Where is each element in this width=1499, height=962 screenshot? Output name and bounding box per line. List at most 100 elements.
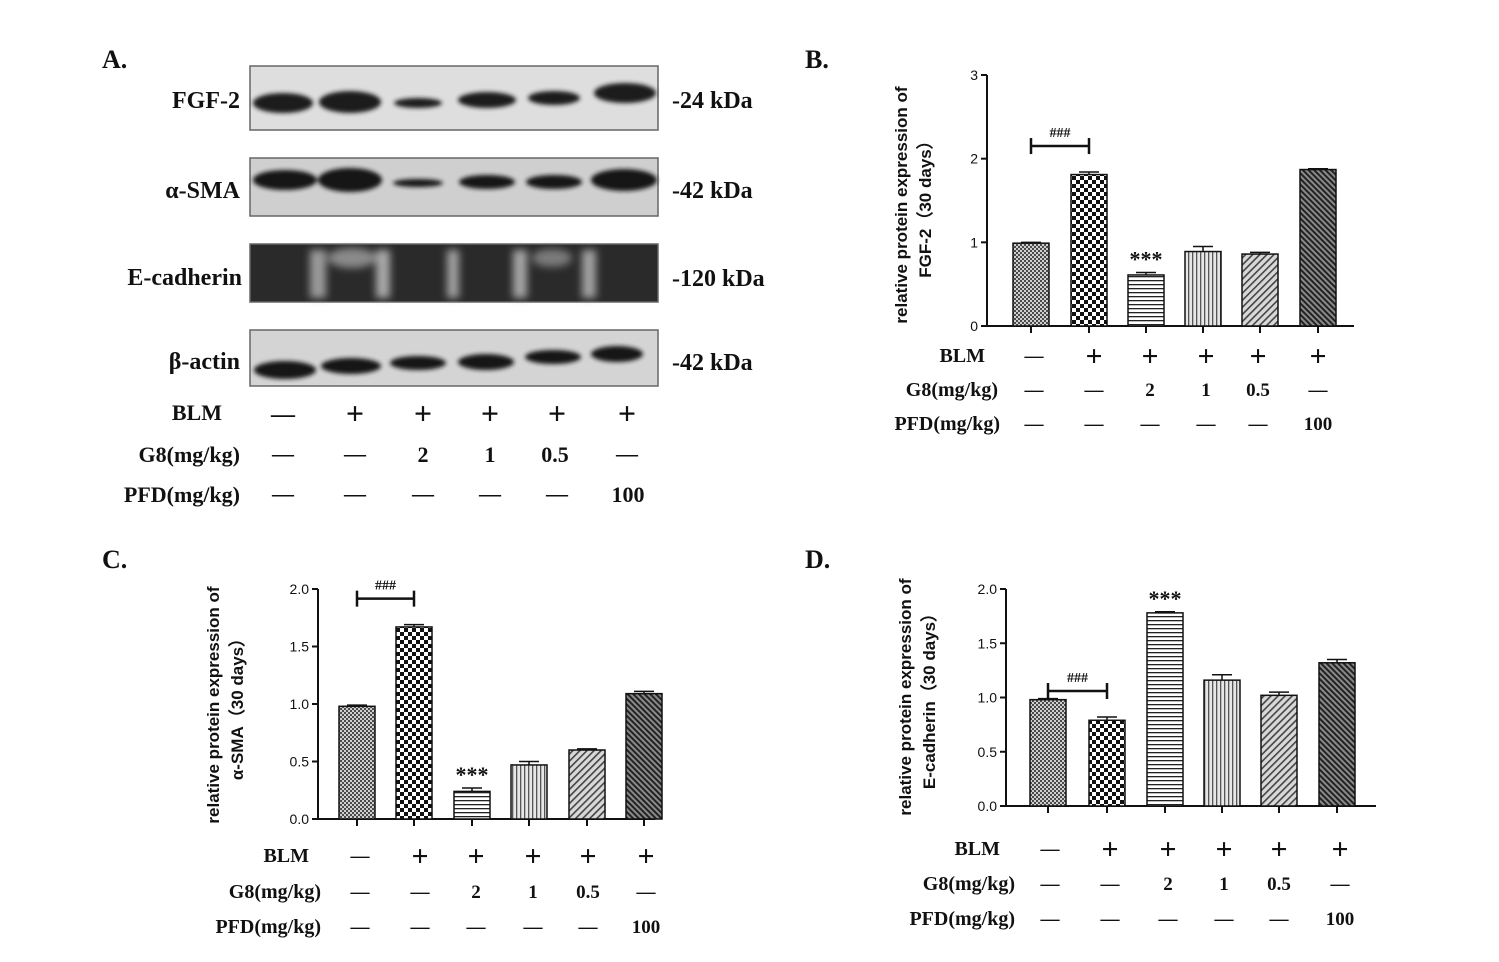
- row-label: G8(mg/kg): [229, 881, 321, 903]
- blot-label-bactin: β-actin: [169, 349, 240, 375]
- condition-cell: 2: [1163, 874, 1173, 895]
- chart-panel-2: C. 0.0 0.5 1.0 1.5 2.0 relative protein expres…: [102, 545, 663, 938]
- blot-label-ecadherin: E-cadherin: [127, 265, 242, 291]
- bar: [1127, 274, 1165, 327]
- bar: [1260, 694, 1298, 807]
- bar: [510, 764, 548, 820]
- condition-cell: —: [1100, 874, 1121, 895]
- blot-image-bactin: [249, 329, 659, 387]
- blot-asma: α-SMA -42 kDa: [165, 157, 753, 217]
- condition-cell: —: [523, 917, 544, 938]
- y-axis-label: relative protein expression of: [892, 86, 911, 323]
- y-tick-label: 0.0: [290, 811, 310, 827]
- row-label-g8: G8(mg/kg): [139, 442, 240, 467]
- band-gap: [328, 248, 376, 268]
- y-axis-label: FGF-2（30 days）: [915, 132, 935, 278]
- row-label-pfd: PFD(mg/kg): [124, 482, 240, 507]
- bar: [1146, 612, 1184, 807]
- significance-label: ***: [1149, 586, 1182, 611]
- condition-cell: +: [1159, 833, 1176, 866]
- y-axis-label: relative protein expression of: [896, 578, 915, 815]
- condition-cell: —: [1269, 909, 1290, 930]
- y-tick-label: 0.5: [290, 754, 310, 770]
- significance-label: ###: [1050, 126, 1071, 141]
- y-tick-label: 3: [970, 67, 978, 83]
- bar: [1070, 173, 1108, 327]
- cell-blm: +: [414, 395, 432, 431]
- condition-cell: —: [1084, 414, 1105, 435]
- condition-cell: +: [1141, 340, 1158, 373]
- significance-label: ###: [375, 579, 396, 594]
- cell-pfd: —: [343, 481, 367, 506]
- condition-cell: +: [1101, 833, 1118, 866]
- chart-panel-1: B. 0 1 2 3 relative protein expression of FGF-…: [805, 45, 1354, 435]
- y-tick-label: 1: [970, 234, 978, 250]
- condition-cell: +: [1197, 340, 1214, 373]
- condition-cell: 1: [1219, 874, 1229, 895]
- condition-cell: —: [1308, 380, 1329, 401]
- blot-label-asma: α-SMA: [165, 178, 240, 204]
- row-label: PFD(mg/kg): [894, 413, 1000, 435]
- cell-g8: 1: [485, 442, 496, 467]
- chart-panel-3: D. 0.0 0.5 1.0 1.5 2.0 relative protein expres…: [805, 545, 1376, 930]
- bar: [1012, 242, 1050, 327]
- y-tick-label: 2.0: [290, 581, 310, 597]
- row-label: PFD(mg/kg): [909, 908, 1015, 930]
- cell-g8: —: [271, 441, 295, 466]
- condition-cell: +: [467, 840, 484, 873]
- band: [254, 361, 316, 379]
- cell-pfd: —: [411, 481, 435, 506]
- y-tick-label: 2.0: [978, 581, 998, 597]
- y-tick-label: 1.5: [978, 635, 998, 651]
- condition-cell: 0.5: [1246, 380, 1270, 401]
- panel-a: A. FGF-2 -24 kDa α-SMA: [102, 45, 765, 507]
- y-tick-label: 0.0: [978, 798, 998, 814]
- band: [458, 354, 514, 370]
- condition-cell: +: [637, 840, 654, 873]
- bar: [1241, 253, 1279, 327]
- band: [525, 350, 581, 364]
- bar: [1029, 698, 1067, 807]
- band-gap: [582, 250, 596, 298]
- band-gap: [532, 249, 572, 267]
- condition-cell: —: [1024, 380, 1045, 401]
- y-tick-label: 0.5: [978, 744, 998, 760]
- bar: [453, 790, 491, 820]
- row-label: BLM: [939, 345, 985, 367]
- band-gap: [310, 250, 326, 298]
- cell-pfd: —: [271, 481, 295, 506]
- condition-cell: —: [578, 917, 599, 938]
- condition-cell: —: [410, 882, 431, 903]
- condition-cell: —: [410, 917, 431, 938]
- cell-g8: 0.5: [541, 442, 569, 467]
- cell-g8: —: [343, 441, 367, 466]
- y-tick-label: 0: [970, 318, 978, 334]
- row-label: G8(mg/kg): [906, 379, 998, 401]
- condition-cell: —: [1024, 346, 1045, 367]
- condition-cell: —: [636, 882, 657, 903]
- y-tick-label: 2: [970, 151, 978, 167]
- condition-cell: —: [1040, 909, 1061, 930]
- row-label: BLM: [263, 845, 309, 867]
- condition-cell: —: [1140, 414, 1161, 435]
- bar: [1184, 250, 1222, 327]
- bar: [395, 626, 433, 820]
- bar: [1318, 662, 1356, 807]
- band: [390, 356, 446, 370]
- condition-cell: +: [1331, 833, 1348, 866]
- condition-cell: —: [350, 917, 371, 938]
- blot-size-fgf2: -24 kDa: [672, 88, 753, 114]
- condition-cell: 100: [1326, 909, 1355, 930]
- band-gap: [447, 250, 459, 298]
- bar: [1299, 168, 1337, 327]
- blot-fgf2: FGF-2 -24 kDa: [172, 65, 753, 131]
- condition-table-a: BLM G8(mg/kg) PFD(mg/kg) — + + + + + — —…: [124, 395, 645, 507]
- condition-cell: —: [350, 846, 371, 867]
- blot-ecadherin: E-cadherin -120 kDa: [127, 243, 765, 303]
- blot-label-fgf2: FGF-2: [172, 88, 240, 114]
- panel-a-letter: A.: [102, 45, 127, 74]
- band: [459, 175, 515, 189]
- band-gap: [513, 250, 527, 298]
- blot-size-asma: -42 kDa: [672, 178, 753, 204]
